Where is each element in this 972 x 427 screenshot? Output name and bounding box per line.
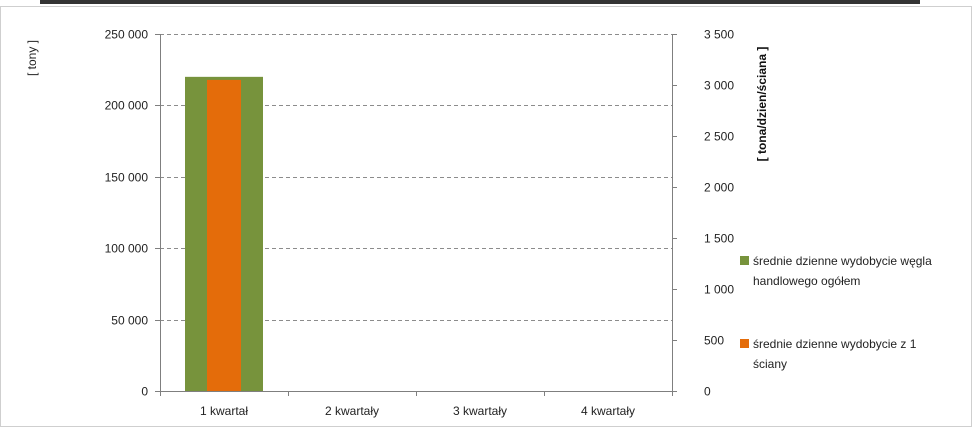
right-tick-label: 2 000 bbox=[704, 181, 734, 195]
x-tick-label: 1 kwartał bbox=[200, 404, 248, 418]
x-axis-ticks: 1 kwartał 2 kwartały 3 kwartały 4 kwartały bbox=[160, 391, 673, 418]
legend-label: średnie dzienne wydobycie z 1 bbox=[753, 337, 917, 351]
clipped-title-remnant bbox=[40, 0, 920, 4]
legend-label: ściany bbox=[753, 357, 787, 371]
legend: średnie dzienne wydobycie węgla handloweg… bbox=[740, 254, 932, 371]
legend-label: średnie dzienne wydobycie węgla bbox=[753, 254, 932, 268]
left-tick-label: 250 000 bbox=[105, 28, 149, 42]
legend-swatch bbox=[740, 256, 749, 265]
right-tick-label: 3 500 bbox=[704, 28, 734, 42]
left-tick-label: 200 000 bbox=[105, 99, 149, 113]
right-tick-label: 1 000 bbox=[704, 283, 734, 297]
legend-swatch bbox=[740, 339, 749, 348]
left-tick-label: 0 bbox=[141, 385, 148, 399]
left-tick-label: 100 000 bbox=[105, 242, 149, 256]
right-tick-label: 500 bbox=[704, 334, 724, 348]
legend-label: handlowego ogółem bbox=[753, 274, 860, 288]
left-axis-ticks: 0 50 000 100 000 150 000 200 000 250 000 bbox=[105, 28, 160, 399]
right-axis-ticks: 0 500 1 000 1 500 2 000 2 500 3 000 3 500 bbox=[672, 28, 734, 399]
x-tick-label: 2 kwartały bbox=[325, 404, 379, 418]
x-tick-label: 3 kwartały bbox=[453, 404, 507, 418]
left-axis-label: [ tony ] bbox=[25, 40, 39, 76]
right-tick-label: 0 bbox=[704, 385, 711, 399]
right-tick-label: 2 500 bbox=[704, 130, 734, 144]
chart-frame bbox=[0, 6, 972, 427]
left-tick-label: 150 000 bbox=[105, 171, 149, 185]
right-tick-label: 1 500 bbox=[704, 232, 734, 246]
left-tick-label: 50 000 bbox=[111, 314, 148, 328]
bars bbox=[185, 76, 263, 392]
right-tick-label: 3 000 bbox=[704, 79, 734, 93]
bar-series-2 bbox=[207, 79, 241, 392]
right-axis-label: [ tona/dzien/ściana ] bbox=[755, 47, 769, 162]
x-tick-label: 4 kwartały bbox=[581, 404, 635, 418]
